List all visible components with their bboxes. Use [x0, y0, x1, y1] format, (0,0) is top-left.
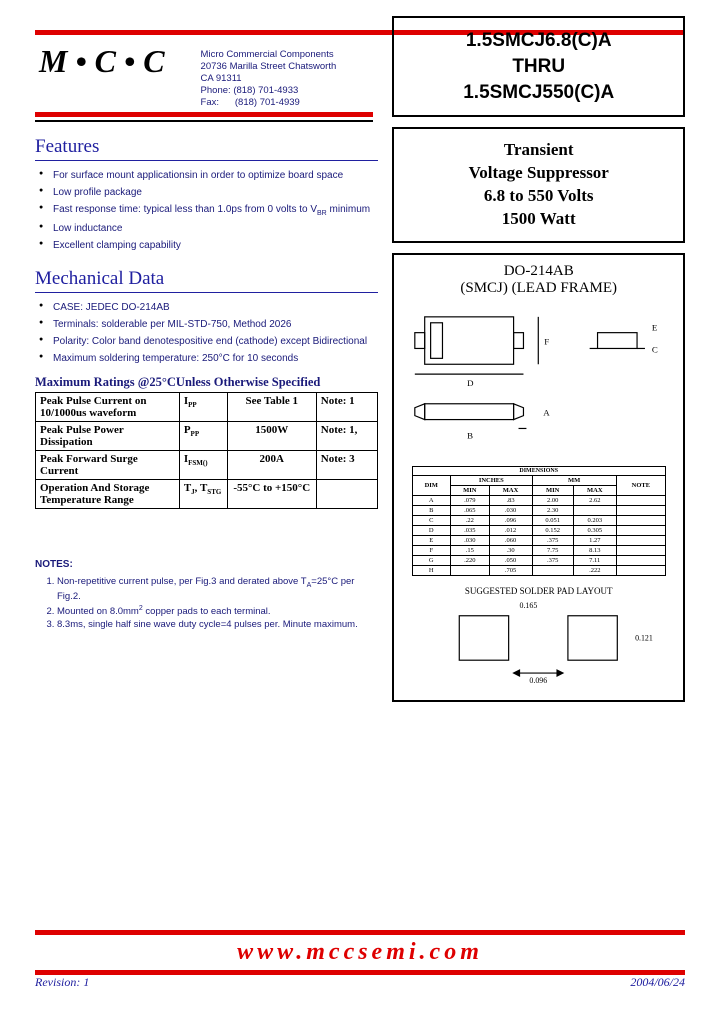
feature-item: Excellent clamping capability: [39, 237, 378, 254]
right-column: 1.5SMCJ6.8(C)A THRU 1.5SMCJ550(C)A Trans…: [392, 16, 685, 712]
description-box: Transient Voltage Suppressor 6.8 to 550 …: [392, 127, 685, 243]
solder-title: SUGGESTED SOLDER PAD LAYOUT: [400, 586, 677, 596]
black-divider: [35, 120, 373, 122]
package-diagram: F D A B E C: [400, 305, 677, 453]
svg-text:0.096: 0.096: [530, 676, 548, 685]
company-name: Micro Commercial Components: [201, 49, 337, 61]
notes-list: Non-repetitive current pulse, per Fig.3 …: [35, 576, 378, 631]
footer-row: Revision: 1 2004/06/24: [35, 975, 685, 990]
svg-text:A: A: [544, 408, 551, 418]
footer: www.mccsemi.com Revision: 1 2004/06/24: [35, 930, 685, 990]
features-heading: Features: [35, 136, 378, 161]
svg-text:0.121: 0.121: [636, 634, 654, 643]
company-addr1: 20736 Marilla Street Chatsworth: [201, 61, 337, 73]
svg-text:E: E: [652, 323, 657, 333]
note-item: 8.3ms, single half sine wave duty cycle=…: [57, 619, 378, 632]
ratings-title: Maximum Ratings @25°CUnless Otherwise Sp…: [35, 375, 378, 390]
company-fax: Fax: (818) 701-4939: [201, 97, 337, 109]
logo: M•C•C: [35, 41, 183, 82]
svg-text:C: C: [652, 344, 658, 354]
mid-red-bar: [35, 112, 373, 117]
part-number-box: 1.5SMCJ6.8(C)A THRU 1.5SMCJ550(C)A: [392, 16, 685, 117]
package-box: DO-214AB(SMCJ) (LEAD FRAME) F D: [392, 253, 685, 702]
mech-item: Terminals: solderable per MIL-STD-750, M…: [39, 316, 378, 333]
mech-list: CASE: JEDEC DO-214ABTerminals: solderabl…: [35, 299, 378, 367]
ratings-table: Peak Pulse Current on 10/1000us waveform…: [35, 392, 378, 509]
mech-item: Maximum soldering temperature: 250°C for…: [39, 350, 378, 367]
svg-text:0.165: 0.165: [520, 601, 538, 610]
left-column: Features For surface mount applicationsi…: [35, 136, 378, 712]
mech-item: Polarity: Color band denotespositive end…: [39, 333, 378, 350]
part-line2: THRU: [400, 54, 677, 80]
company-phone: Phone: (818) 701-4933: [201, 85, 337, 97]
note-item: Non-repetitive current pulse, per Fig.3 …: [57, 576, 378, 603]
footer-url: www.mccsemi.com: [35, 939, 685, 966]
main-columns: Features For surface mount applicationsi…: [35, 136, 685, 712]
revision: Revision: 1: [35, 975, 89, 990]
feature-item: Fast response time: typical less than 1.…: [39, 201, 378, 220]
mech-item: CASE: JEDEC DO-214AB: [39, 299, 378, 316]
part-line3: 1.5SMCJ550(C)A: [400, 80, 677, 106]
svg-text:D: D: [468, 378, 475, 388]
features-list: For surface mount applicationsin in orde…: [35, 167, 378, 254]
svg-text:F: F: [545, 337, 550, 347]
note-item: Mounted on 8.0mm2 copper pads to each te…: [57, 604, 378, 619]
notes-heading: NOTES:: [35, 559, 378, 570]
solder-diagram: 0.165 0.121 0.096: [400, 596, 677, 685]
company-addr2: CA 91311: [201, 73, 337, 85]
feature-item: Low profile package: [39, 184, 378, 201]
part-line1: 1.5SMCJ6.8(C)A: [400, 28, 677, 54]
company-address: Micro Commercial Components 20736 Marill…: [201, 49, 337, 108]
mech-heading: Mechanical Data: [35, 268, 378, 293]
feature-item: Low inductance: [39, 220, 378, 237]
date: 2004/06/24: [630, 975, 685, 990]
dimensions-table: DIMENSIONSDIMINCHESMMNOTEMINMAXMINMAXA.0…: [412, 466, 666, 576]
footer-red-bar-1: [35, 930, 685, 935]
pkg-title: DO-214AB(SMCJ) (LEAD FRAME): [400, 263, 677, 297]
svg-text:B: B: [468, 430, 474, 440]
feature-item: For surface mount applicationsin in orde…: [39, 167, 378, 184]
